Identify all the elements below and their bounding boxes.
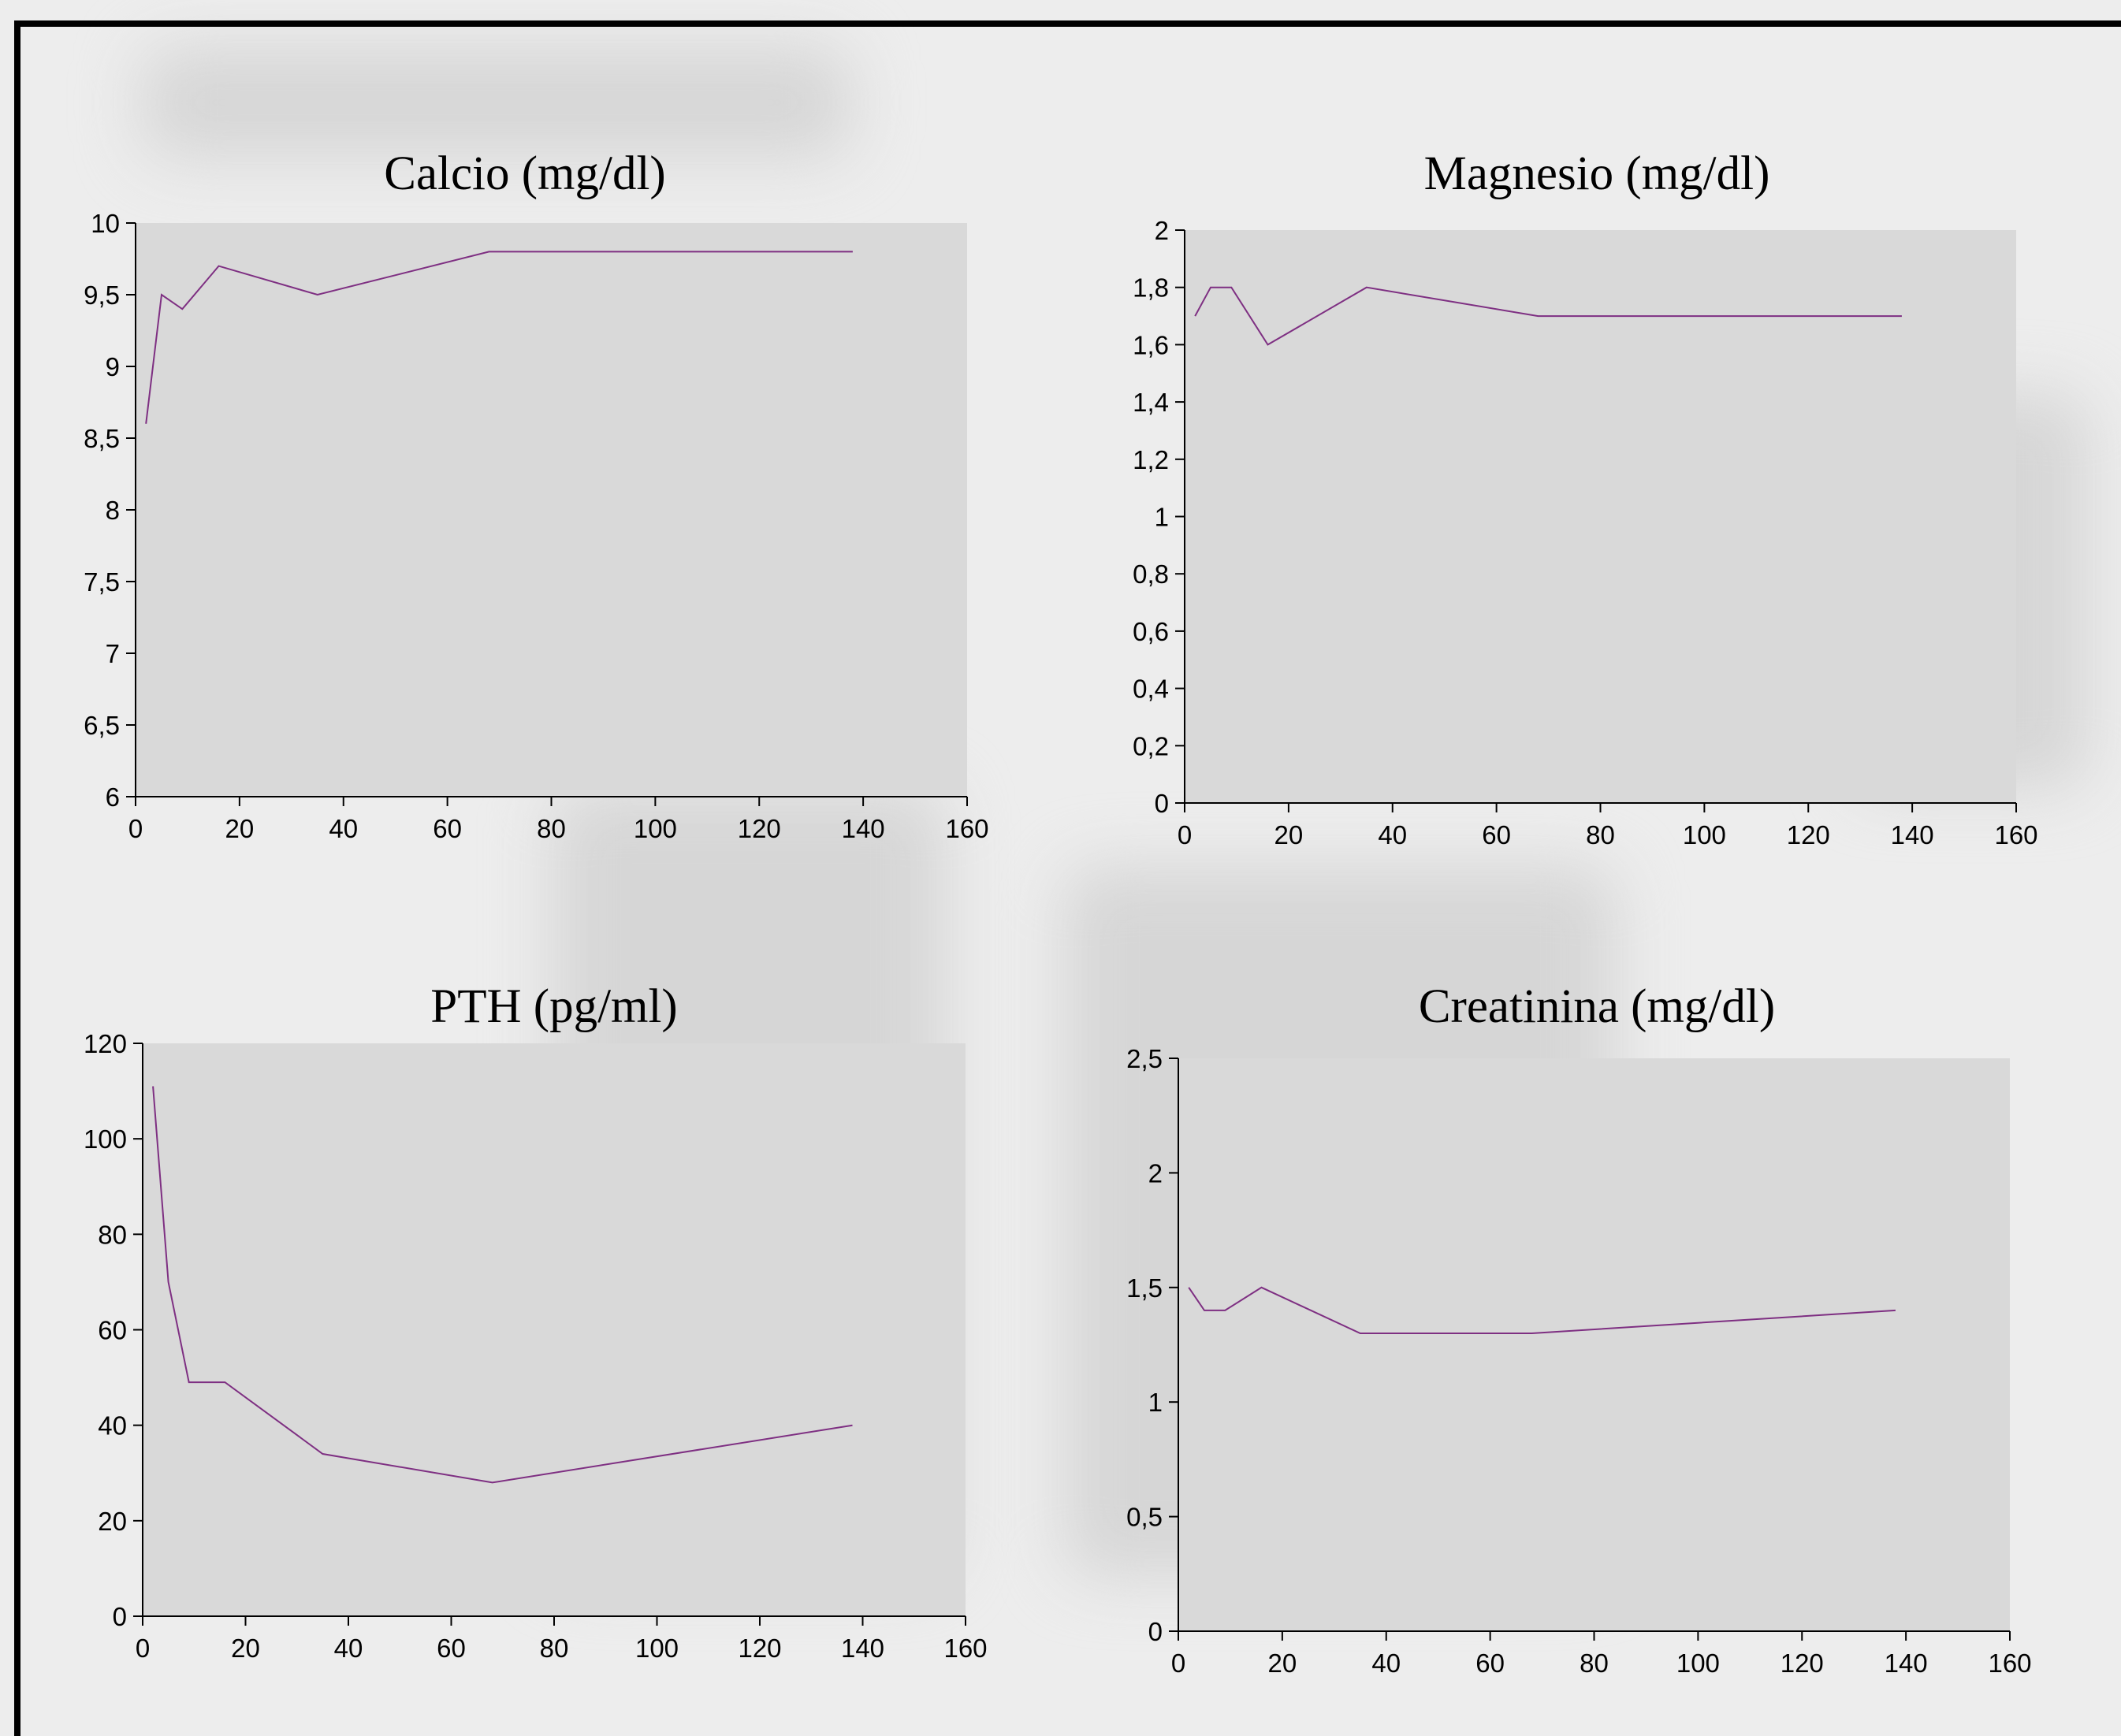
calcio-x-tick-label: 160: [945, 814, 988, 843]
pth-x-tick-label: 0: [136, 1634, 150, 1663]
pth-x-tick-label: 20: [231, 1634, 260, 1663]
magnesio-y-tick-label: 1,8: [1133, 273, 1169, 303]
calcio-plot-area: [136, 223, 967, 797]
pth-y-tick-label: 40: [98, 1411, 127, 1440]
creatinina-series-line: [1188, 1286, 1896, 1334]
pth-y-tick-label: 100: [84, 1124, 127, 1154]
magnesio-y-tick-label: 1,2: [1133, 445, 1169, 474]
magnesio-x-tick-label: 160: [1994, 820, 2037, 849]
magnesio-title: Magnesio (mg/dl): [1424, 147, 1770, 200]
calcio-x-tick-label: 100: [634, 814, 677, 843]
calcio-x-tick-label: 40: [329, 814, 358, 843]
magnesio-y-tick-label: 0,8: [1133, 559, 1169, 589]
creatinina-x-tick-label: 80: [1580, 1649, 1609, 1678]
calcio-x-tick-label: 60: [433, 814, 462, 843]
magnesio-y-tick-label: 2: [1155, 216, 1169, 245]
magnesio-plot-area: [1185, 230, 2016, 803]
magnesio-x-tick-label: 0: [1178, 820, 1192, 849]
creatinina-y-tick-label: 0: [1148, 1617, 1163, 1646]
calcio-x-tick-label: 140: [842, 814, 885, 843]
magnesio-y-tick-label: 1: [1155, 503, 1169, 532]
calcio-x-tick-label: 120: [738, 814, 781, 843]
pth-y-tick-label: 0: [113, 1602, 127, 1631]
calcio-y-tick-label: 9,5: [84, 281, 120, 310]
magnesio-x-tick-label: 140: [1891, 820, 1934, 849]
magnesio-y-tick-label: 0,6: [1133, 617, 1169, 646]
calcio-x-tick-label: 20: [225, 814, 255, 843]
calcio-y-tick-label: 8: [106, 496, 120, 525]
calcio-x-tick-label: 80: [537, 814, 566, 843]
magnesio-x-tick-label: 80: [1586, 820, 1615, 849]
calcio-y-tick-label: 10: [91, 209, 120, 238]
magnesio-y-tick-label: 0,4: [1133, 675, 1169, 704]
creatinina-title: Creatinina (mg/dl): [1419, 980, 1775, 1033]
creatinina-x-tick-label: 160: [1988, 1649, 2031, 1678]
creatinina-x-tick-label: 140: [1885, 1649, 1928, 1678]
magnesio-x-tick-label: 60: [1482, 820, 1511, 849]
creatinina-x-tick-label: 40: [1371, 1649, 1401, 1678]
creatinina-x-tick-label: 0: [1171, 1649, 1185, 1678]
background-shape: [142, 47, 851, 158]
creatinina-x-tick-label: 120: [1781, 1649, 1824, 1678]
calcio-y-tick-label: 6,5: [84, 711, 120, 740]
creatinina-y-tick-label: 2: [1148, 1158, 1163, 1188]
pth-x-tick-label: 80: [540, 1634, 569, 1663]
magnesio-series-line: [1194, 286, 1902, 346]
pth-x-tick-label: 100: [635, 1634, 679, 1663]
pth-y-tick-label: 120: [84, 1029, 127, 1058]
calcio-series-line: [145, 251, 853, 424]
pth-y-tick-label: 60: [98, 1316, 127, 1345]
magnesio-y-tick-label: 1,6: [1133, 330, 1169, 359]
creatinina-y-tick-label: 1,5: [1126, 1273, 1163, 1303]
pth-y-tick-label: 80: [98, 1220, 127, 1249]
magnesio-x-tick-label: 20: [1274, 820, 1304, 849]
calcio-y-tick-label: 6: [106, 783, 120, 812]
creatinina-x-tick-label: 60: [1475, 1649, 1505, 1678]
calcio-y-tick-label: 7: [106, 639, 120, 668]
pth-x-tick-label: 40: [334, 1634, 363, 1663]
calcio-x-tick-label: 0: [128, 814, 143, 843]
calcio-y-tick-label: 9: [106, 352, 120, 381]
calcio-y-tick-label: 8,5: [84, 424, 120, 453]
calcio-y-tick-label: 7,5: [84, 567, 120, 597]
slide-frame: [14, 20, 2121, 1736]
pth-y-tick-label: 20: [98, 1507, 127, 1536]
pth-x-tick-label: 160: [943, 1634, 987, 1663]
creatinina-y-tick-label: 1: [1148, 1388, 1163, 1417]
magnesio-x-tick-label: 100: [1683, 820, 1726, 849]
magnesio-x-tick-label: 120: [1787, 820, 1830, 849]
magnesio-x-tick-label: 40: [1378, 820, 1407, 849]
calcio-title: Calcio (mg/dl): [384, 147, 665, 200]
pth-x-tick-label: 120: [738, 1634, 781, 1663]
magnesio-y-tick-label: 1,4: [1133, 388, 1169, 417]
pth-series-line: [152, 1086, 853, 1484]
creatinina-x-tick-label: 20: [1268, 1649, 1297, 1678]
pth-x-tick-label: 60: [437, 1634, 466, 1663]
creatinina-y-tick-label: 0,5: [1126, 1503, 1163, 1532]
magnesio-y-tick-label: 0,2: [1133, 731, 1169, 760]
pth-x-tick-label: 140: [841, 1634, 884, 1663]
magnesio-y-tick-label: 0: [1155, 789, 1169, 818]
creatinina-plot-area: [1178, 1058, 2010, 1631]
pth-title: PTH (pg/ml): [430, 980, 677, 1033]
creatinina-x-tick-label: 100: [1676, 1649, 1720, 1678]
pth-plot-area: [143, 1043, 966, 1616]
creatinina-y-tick-label: 2,5: [1126, 1044, 1163, 1073]
